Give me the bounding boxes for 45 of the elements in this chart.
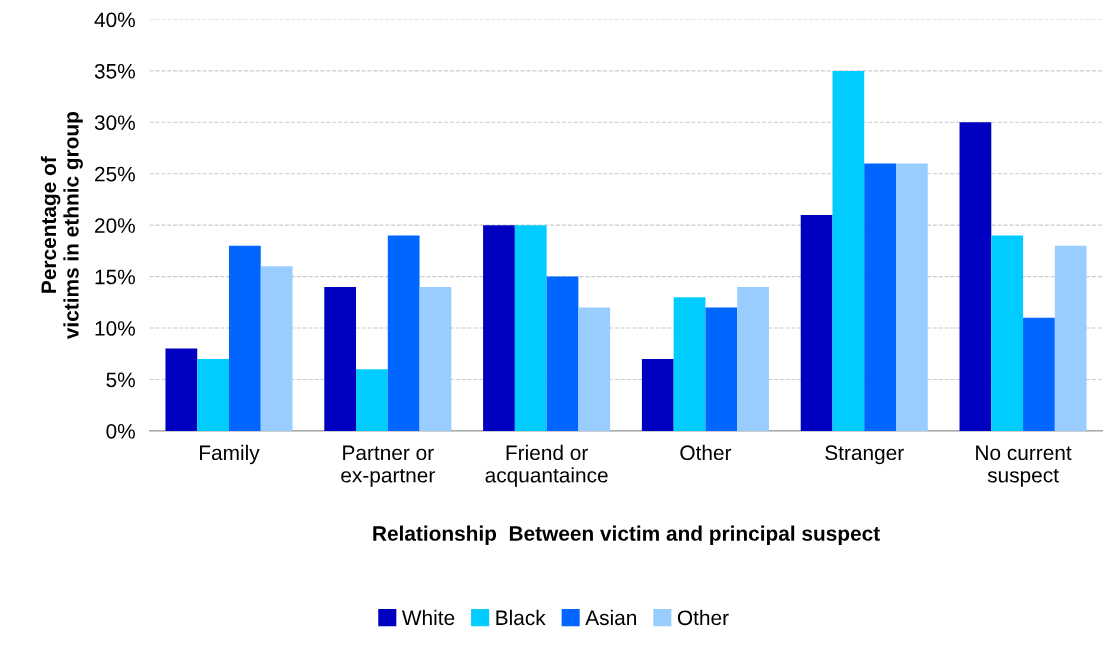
bar (419, 286, 452, 431)
y-tick-label: 30% (94, 115, 135, 131)
y-tick-label: 35% (94, 63, 135, 79)
bar (896, 163, 928, 431)
bar (228, 245, 261, 431)
bar (387, 235, 420, 431)
bar (800, 214, 833, 431)
y-tick-label: 10% (95, 321, 135, 336)
bar (514, 225, 547, 431)
legend-label: White (401, 609, 455, 626)
x-tick-label: Other (680, 444, 732, 461)
bar (1023, 317, 1055, 431)
bar (483, 225, 515, 431)
bar (705, 307, 738, 431)
bar (260, 266, 293, 431)
bar (546, 276, 579, 431)
bar (578, 307, 611, 431)
bar (324, 286, 357, 431)
y-tick-label: 25% (95, 166, 135, 182)
legend-label: Asian (585, 609, 636, 626)
bar (165, 348, 198, 431)
x-tick-label: Family (200, 444, 260, 465)
bar (737, 286, 769, 431)
y-tick-label: 5% (106, 372, 135, 388)
x-tick-label: Friend or acquantaince (485, 444, 608, 487)
y-axis-title: Percentage of victims in ethnic group (40, 112, 83, 340)
y-tick-label: 15% (95, 269, 135, 285)
bar (991, 235, 1024, 431)
x-tick-label: Partner or ex-partner (341, 445, 435, 487)
y-tick-label: 0% (106, 423, 135, 439)
bar (641, 358, 674, 431)
bar (959, 122, 992, 431)
bar (832, 70, 865, 431)
legend-label: Black (496, 609, 546, 626)
bar (864, 163, 896, 431)
bar (197, 358, 229, 431)
x-tick-label: Stranger (825, 445, 904, 465)
y-tick-label: 40% (94, 12, 135, 28)
legend-label: Other (677, 609, 729, 626)
x-axis-title: Relationship Between victim and principal suspect (373, 525, 880, 545)
bar (356, 369, 388, 431)
bar (1054, 245, 1087, 431)
bar (673, 297, 706, 431)
y-tick-label: 20% (95, 218, 135, 233)
x-tick-label: No current suspect (976, 445, 1072, 487)
